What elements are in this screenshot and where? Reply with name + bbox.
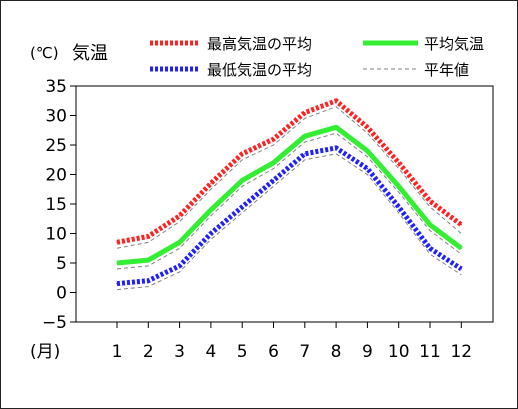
series-point-max	[241, 153, 243, 155]
x-tick-label: 5	[237, 342, 248, 362]
series-point-mean	[241, 179, 243, 181]
series-point-min	[241, 206, 243, 208]
series-point-mean	[147, 259, 149, 261]
series-point-max	[272, 138, 275, 140]
series-point-min	[147, 280, 149, 282]
x-tick-label: 9	[362, 342, 373, 362]
y-tick-label: 10	[45, 225, 67, 245]
x-axis-ticks: 1 2 3 4 5 6 7 8 9 10 11 12	[112, 322, 472, 362]
series-point-max	[366, 126, 368, 128]
series-lines	[116, 98, 463, 287]
series-point-max	[429, 200, 431, 202]
series-point-min	[179, 265, 181, 267]
y-tick-label: 35	[45, 77, 67, 97]
plot-area	[75, 85, 494, 323]
series-point-max	[147, 235, 149, 238]
series-point-max	[304, 111, 306, 114]
y-unit-label: (℃)	[30, 44, 59, 62]
normal-line-mean	[116, 132, 462, 270]
legend: 最高気温の平均 平均気温 最低気温の平均 平年値	[150, 35, 484, 79]
x-tick-label: 7	[299, 342, 310, 362]
legend-label-mean: 平均気温	[424, 35, 484, 53]
series-line-min	[116, 145, 463, 287]
y-axis-title: 気温	[72, 43, 108, 64]
legend-label-max: 最高気温の平均	[207, 35, 312, 53]
series-point-min	[398, 206, 400, 208]
y-tick-label: 25	[45, 136, 67, 156]
series-point-mean	[304, 135, 306, 137]
x-tick-label: 11	[419, 342, 441, 362]
series-point-min	[304, 153, 306, 155]
series-point-min	[460, 268, 462, 270]
y-tick-label: −5	[42, 313, 67, 333]
x-tick-label: 1	[112, 342, 123, 362]
legend-label-normal: 平年値	[424, 61, 469, 79]
series-point-min	[429, 247, 431, 249]
series-point-min	[366, 168, 368, 170]
series-point-max	[398, 162, 400, 164]
x-tick-label: 10	[388, 342, 410, 362]
normal-line-max	[116, 106, 462, 249]
series-point-max	[179, 215, 181, 217]
series-line-mean	[116, 124, 463, 266]
series-point-min	[210, 232, 212, 235]
series-point-max	[335, 100, 337, 102]
series-point-mean	[366, 150, 368, 152]
series-point-max	[210, 182, 212, 184]
series-point-min	[335, 147, 337, 149]
y-tick-label: 0	[56, 284, 67, 304]
series-line-max	[116, 98, 463, 245]
x-tick-label: 12	[450, 342, 472, 362]
series-point-min	[116, 283, 118, 285]
x-tick-label: 2	[143, 342, 154, 362]
y-tick-label: 30	[45, 107, 67, 127]
x-tick-label: 8	[331, 342, 342, 362]
x-axis-title: (月)	[30, 342, 60, 362]
y-tick-label: 20	[45, 166, 67, 186]
x-tick-label: 3	[174, 342, 185, 362]
y-tick-label: 15	[45, 195, 67, 215]
series-point-mean	[398, 185, 400, 187]
series-point-mean	[179, 241, 181, 243]
series-point-mean	[460, 247, 462, 249]
series-point-mean	[210, 209, 212, 211]
series-point-max	[460, 224, 462, 226]
y-tick-label: 5	[56, 254, 67, 274]
series-point-mean	[116, 262, 118, 264]
series-point-mean	[272, 162, 275, 164]
x-tick-label: 4	[205, 342, 216, 362]
legend-label-min: 最低気温の平均	[207, 61, 312, 79]
y-axis-ticks: 35 30 25 20 15 10 5 0 −5	[42, 77, 76, 333]
normal-lines	[116, 106, 462, 291]
normal-line-min	[116, 153, 462, 291]
x-tick-label: 6	[268, 342, 279, 362]
series-point-max	[116, 241, 118, 243]
series-point-mean	[429, 224, 431, 226]
series-point-min	[272, 179, 275, 181]
series-point-mean	[335, 126, 337, 128]
